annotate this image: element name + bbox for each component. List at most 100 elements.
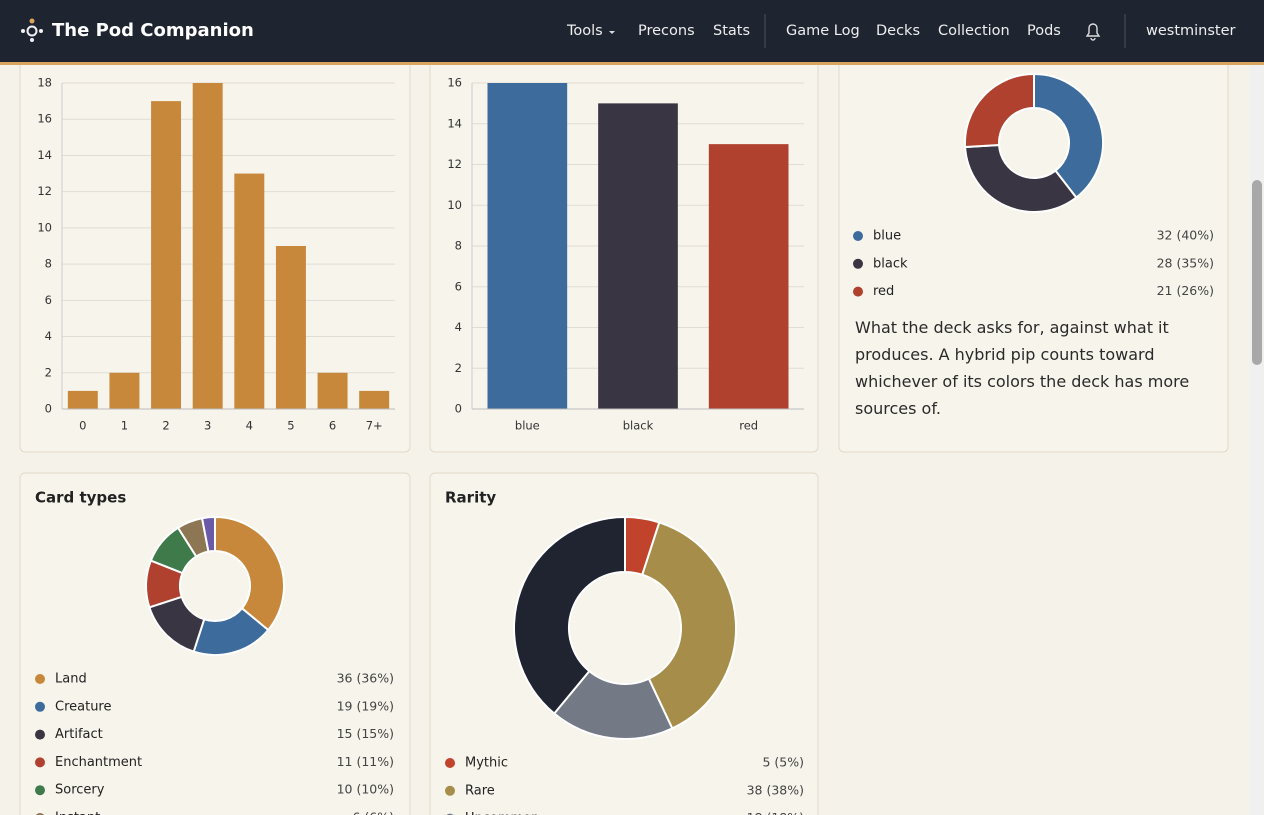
legend-dot xyxy=(35,729,45,740)
nav-link[interactable]: Decks xyxy=(876,23,920,39)
bar xyxy=(234,173,265,409)
y-tick-label: 4 xyxy=(45,329,52,343)
donut-slice xyxy=(641,521,737,730)
x-tick-label: 0 xyxy=(79,419,86,433)
nav-link[interactable]: Stats xyxy=(713,23,750,39)
chart-title: Rarity xyxy=(445,489,496,507)
y-tick-label: 18 xyxy=(37,76,52,90)
bar xyxy=(151,101,182,409)
y-tick-label: 2 xyxy=(45,365,52,379)
y-tick-label: 10 xyxy=(447,198,462,212)
y-tick-label: 2 xyxy=(455,361,462,375)
legend-value: 11 (11%) xyxy=(337,754,394,769)
bell-icon[interactable] xyxy=(1085,23,1101,41)
bar xyxy=(598,103,678,409)
legend-label: Enchantment xyxy=(55,755,142,770)
bar xyxy=(317,372,348,409)
note: What the deck asks for, against what it … xyxy=(855,318,1190,418)
brand[interactable]: The Pod Companion xyxy=(52,20,254,41)
bar xyxy=(359,390,390,409)
y-tick-label: 10 xyxy=(37,220,52,234)
legend-label: Mythic xyxy=(465,756,508,771)
legend-value: 10 (10%) xyxy=(337,782,394,797)
y-tick-label: 8 xyxy=(455,239,462,253)
nav-link[interactable]: Precons xyxy=(638,23,695,39)
y-tick-label: 12 xyxy=(447,157,462,171)
legend-label: Instant xyxy=(55,811,100,815)
legend-dot xyxy=(35,757,45,768)
legend-label: Land xyxy=(55,672,87,687)
legend-label: Sorcery xyxy=(55,783,105,798)
legend-value: 5 (5%) xyxy=(762,755,804,770)
y-tick-label: 16 xyxy=(37,112,52,126)
donut-slice xyxy=(214,515,285,632)
x-tick-label: 2 xyxy=(162,419,169,433)
donut-slice xyxy=(513,515,626,715)
donut-slice xyxy=(1033,72,1104,199)
y-tick-label: 0 xyxy=(45,402,52,416)
x-tick-label: 3 xyxy=(204,419,211,433)
legend-dot xyxy=(445,785,455,796)
donut-slice xyxy=(200,515,216,553)
bar xyxy=(487,83,568,409)
nav-link[interactable]: Game Log xyxy=(786,23,860,39)
y-tick-label: 4 xyxy=(455,320,462,334)
legend-dot xyxy=(853,258,863,269)
bar xyxy=(67,390,98,409)
legend-dot xyxy=(35,785,45,796)
x-tick-label: 7+ xyxy=(366,419,383,433)
y-tick-label: 0 xyxy=(455,402,462,416)
x-tick-label: blue xyxy=(515,419,540,433)
user-menu[interactable]: westminster xyxy=(1146,23,1236,39)
y-tick-label: 16 xyxy=(447,76,462,90)
chart-title: Card types xyxy=(35,489,126,507)
panel xyxy=(429,472,819,815)
legend-dot xyxy=(445,758,455,768)
legend-value: 6 (6%) xyxy=(352,810,394,815)
nav-link[interactable]: Tools xyxy=(566,23,603,39)
legend-label: Creature xyxy=(55,699,112,714)
legend-value: 28 (35%) xyxy=(1157,255,1214,270)
y-tick-label: 14 xyxy=(447,116,462,130)
y-tick-label: 8 xyxy=(45,257,52,271)
logo xyxy=(21,18,43,42)
x-tick-label: red xyxy=(739,419,758,433)
bar xyxy=(109,372,140,409)
nav-accent xyxy=(0,62,1264,65)
legend-label: black xyxy=(873,256,908,271)
legend-label: Rare xyxy=(465,783,495,798)
x-tick-label: black xyxy=(623,419,654,433)
y-tick-label: 6 xyxy=(455,279,462,293)
legend-dot xyxy=(853,286,863,297)
scroll-thumb[interactable] xyxy=(1252,180,1262,365)
nav-link[interactable]: Pods xyxy=(1027,23,1061,39)
x-tick-label: 4 xyxy=(246,419,253,433)
bar xyxy=(708,144,789,409)
legend-dot xyxy=(853,231,863,241)
donut-slice xyxy=(964,143,1078,213)
donut-slice xyxy=(964,72,1035,149)
bar xyxy=(275,246,306,409)
legend-dot xyxy=(35,701,45,712)
y-tick-label: 14 xyxy=(37,148,52,162)
bar xyxy=(192,83,223,409)
legend-value: 32 (40%) xyxy=(1157,228,1214,243)
x-tick-label: 6 xyxy=(329,419,336,433)
y-tick-label: 12 xyxy=(37,184,52,198)
legend-label: blue xyxy=(873,229,901,244)
legend-value: 21 (26%) xyxy=(1157,283,1214,298)
legend-dot xyxy=(35,674,45,684)
legend-value: 38 (38%) xyxy=(747,782,804,797)
legend-label: Artifact xyxy=(55,727,103,742)
legend-value: 15 (15%) xyxy=(337,726,394,741)
x-tick-label: 5 xyxy=(287,419,294,433)
x-tick-label: 1 xyxy=(121,419,128,433)
legend-value: 36 (36%) xyxy=(337,671,394,686)
navbar xyxy=(0,0,1264,62)
scrollbar xyxy=(1250,65,1264,815)
legend-label: red xyxy=(873,284,894,299)
nav-link[interactable]: Collection xyxy=(938,23,1010,39)
legend-label: Uncommon xyxy=(465,811,539,815)
